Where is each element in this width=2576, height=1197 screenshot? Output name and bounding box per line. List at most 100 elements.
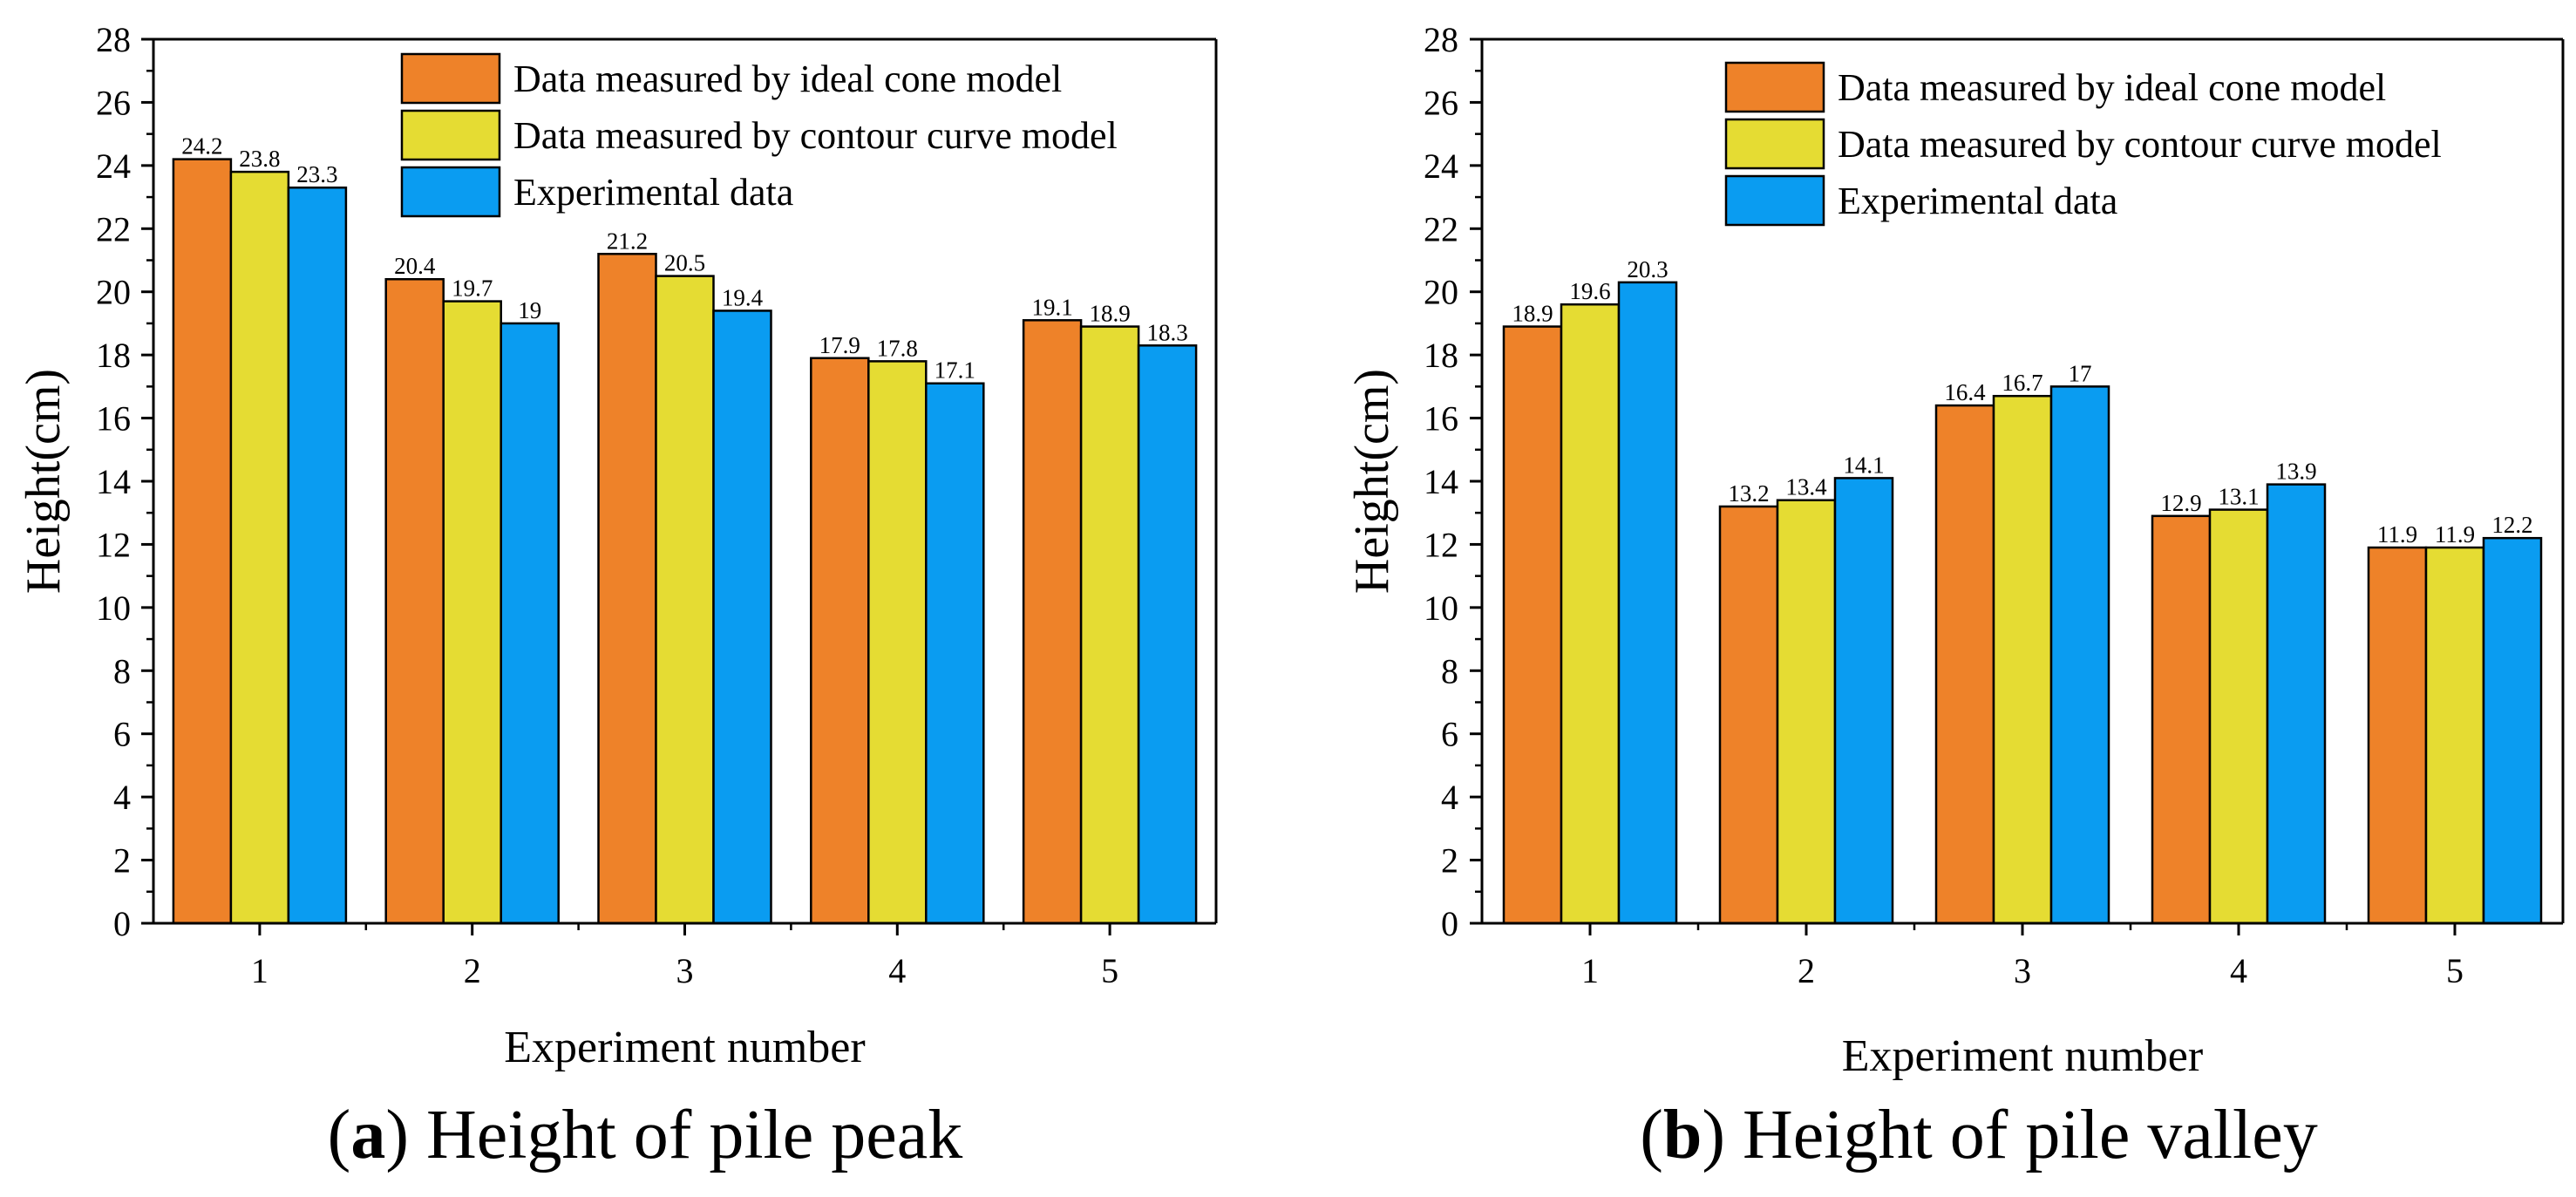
y-tick-label: 6 [1441, 715, 1458, 754]
data-label-s2-exp5: 11.9 [2435, 521, 2475, 547]
bar-s2-exp1 [229, 170, 290, 925]
y-axis-title: Height(cm) [17, 369, 71, 594]
panel-caption: (b) Height of pile valley [1640, 1097, 2318, 1173]
bar-s3-exp2 [500, 322, 560, 925]
data-label-s2-exp2: 19.7 [452, 275, 493, 302]
y-tick-label: 28 [1424, 20, 1458, 59]
y-tick-label: 24 [1424, 146, 1458, 186]
caption-letter: b [1663, 1097, 1703, 1173]
caption-text: Height of pile peak [426, 1097, 962, 1173]
bar-s1-exp4 [2151, 514, 2212, 925]
y-tick-label: 10 [96, 588, 131, 628]
bar-s3-exp4 [925, 382, 985, 925]
data-label-s2-exp4: 13.1 [2218, 484, 2259, 510]
bar-s3-exp1 [1617, 281, 1678, 925]
data-label-s1-exp2: 13.2 [1728, 480, 1769, 507]
legend-label-2: Data measured by contour curve model [1838, 123, 2442, 166]
legend-swatch-2 [400, 109, 501, 161]
bar-s3-exp5 [2482, 536, 2543, 925]
x-axis-title: Experiment number [1842, 1031, 2203, 1081]
y-tick-label: 28 [96, 20, 131, 59]
y-tick-label: 2 [1441, 841, 1458, 881]
y-tick-label: 0 [1441, 904, 1458, 943]
y-tick-label: 8 [113, 651, 131, 690]
y-tick-label: 10 [1424, 588, 1458, 628]
x-tick-label-2: 2 [1798, 951, 1815, 990]
y-tick-label: 16 [96, 399, 131, 439]
bar-s2-exp3 [655, 275, 715, 925]
bar-s3-exp2 [1833, 477, 1894, 925]
y-tick-label: 2 [113, 841, 131, 881]
data-label-s1-exp1: 24.2 [181, 133, 222, 160]
x-tick-label-1: 1 [251, 951, 268, 990]
bar-s1-exp2 [1718, 505, 1779, 925]
legend-swatch-2 [1724, 118, 1825, 170]
bar-s3-exp3 [712, 309, 772, 925]
data-label-s2-exp1: 19.6 [1569, 278, 1610, 304]
y-tick-label: 20 [1424, 273, 1458, 312]
data-label-s2-exp5: 18.9 [1089, 301, 1130, 327]
y-tick-label: 20 [96, 273, 131, 312]
legend-swatch-3 [400, 166, 501, 218]
y-axis-title: Height(cm) [1345, 369, 1399, 594]
bar-s2-exp5 [1079, 325, 1140, 925]
y-tick-label: 12 [96, 525, 131, 564]
x-tick-label-5: 5 [1101, 951, 1118, 990]
caption-text: Height of pile valley [1743, 1097, 2318, 1173]
y-tick-label: 0 [113, 904, 131, 943]
panel-caption: (a) Height of pile peak [328, 1097, 963, 1173]
y-tick-label: 22 [1424, 209, 1458, 248]
data-label-s1-exp1: 18.9 [1512, 301, 1553, 327]
bar-s3-exp3 [2049, 385, 2110, 925]
y-tick-label: 22 [96, 209, 131, 248]
data-label-s1-exp4: 12.9 [2160, 490, 2201, 516]
y-tick-label: 18 [96, 336, 131, 375]
bar-s1-exp3 [597, 253, 657, 925]
y-tick-label: 24 [96, 146, 131, 186]
data-label-s3-exp5: 18.3 [1146, 319, 1187, 345]
y-tick-label: 14 [96, 462, 131, 501]
legend-swatch-1 [400, 52, 501, 105]
data-label-s2-exp3: 16.7 [2002, 370, 2042, 396]
data-label-s3-exp3: 17 [2069, 360, 2092, 386]
bar-s2-exp2 [1776, 499, 1837, 925]
data-label-s1-exp3: 21.2 [607, 228, 648, 254]
y-tick-label: 26 [1424, 83, 1458, 122]
x-tick-label-3: 3 [676, 951, 694, 990]
bar-s1-exp2 [384, 277, 445, 925]
y-tick-label: 12 [1424, 525, 1458, 564]
caption-open-paren: ( [328, 1097, 351, 1173]
data-label-s2-exp3: 20.5 [664, 250, 705, 276]
caption-letter: a [350, 1097, 385, 1173]
y-tick-label: 16 [1424, 399, 1458, 439]
y-tick-label: 6 [113, 715, 131, 754]
bar-s3-exp1 [287, 186, 348, 925]
data-label-s3-exp4: 17.1 [935, 357, 975, 384]
data-label-s3-exp3: 19.4 [722, 284, 764, 310]
legend-swatch-3 [1724, 174, 1825, 227]
data-label-s1-exp4: 17.9 [819, 332, 860, 358]
data-label-s1-exp2: 20.4 [394, 253, 436, 279]
caption-close-paren: ) [385, 1097, 426, 1173]
bar-s3-exp4 [2266, 483, 2327, 925]
data-label-s3-exp4: 13.9 [2275, 459, 2316, 485]
bar-s1-exp5 [2367, 546, 2428, 925]
legend-swatch-1 [1724, 61, 1825, 113]
bar-s1-exp3 [1934, 404, 1995, 925]
y-tick-label: 18 [1424, 336, 1458, 375]
legend-label-1: Data measured by ideal cone model [513, 58, 1062, 100]
data-label-s3-exp2: 14.1 [1843, 452, 1884, 478]
bar-s2-exp4 [867, 360, 928, 925]
caption-open-paren: ( [1640, 1097, 1663, 1173]
x-tick-label-4: 4 [888, 951, 906, 990]
panel-a: 24.2 23.8 23.3 20.4 19.7 19 21.2 20.5 19.4 17.9 17… [17, 20, 1218, 1173]
bar-s2-exp1 [1560, 303, 1621, 925]
legend-label-1: Data measured by ideal cone model [1838, 66, 2386, 109]
bar-s2-exp4 [2208, 508, 2269, 925]
y-tick-label: 26 [96, 83, 131, 122]
data-label-s3-exp5: 12.2 [2491, 512, 2532, 538]
legend-label-3: Experimental data [1838, 180, 2117, 222]
data-label-s2-exp1: 23.8 [239, 146, 280, 172]
